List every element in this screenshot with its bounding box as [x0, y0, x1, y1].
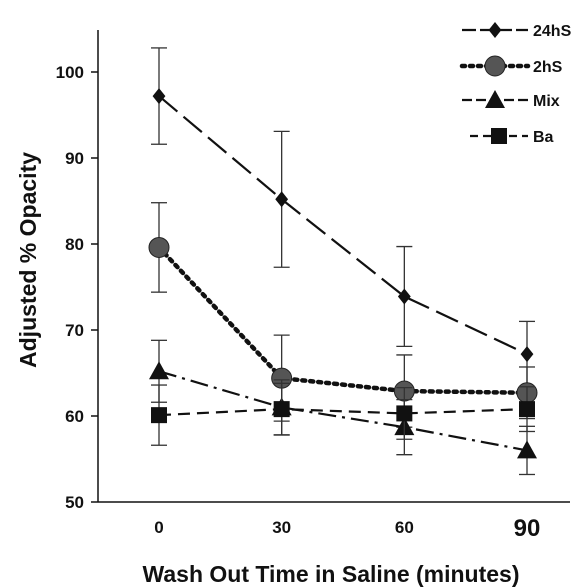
legend: 24hS 2hS Mix Ba — [462, 22, 572, 146]
legend-item-2hs: 2hS — [462, 56, 563, 76]
legend-marker — [489, 22, 502, 38]
legend-marker — [485, 56, 505, 76]
series-2hs — [149, 203, 537, 427]
data-point — [149, 361, 169, 379]
series-line — [159, 409, 527, 415]
x-axis-title: Wash Out Time in Saline (minutes) — [143, 561, 520, 587]
legend-item-mix: Mix — [462, 90, 560, 110]
y-tick-label: 70 — [65, 321, 84, 340]
series-line — [159, 96, 527, 354]
y-axis-title: Adjusted % Opacity — [15, 152, 41, 368]
legend-label: Ba — [533, 129, 554, 146]
x-tick-label: 90 — [514, 515, 541, 542]
series-layer — [149, 48, 537, 475]
data-point — [398, 288, 411, 304]
series-line — [159, 247, 527, 392]
y-tick-label: 80 — [65, 235, 84, 254]
data-point — [274, 401, 290, 417]
x-tick-label: 60 — [395, 518, 414, 537]
y-tick-label: 100 — [56, 63, 84, 82]
legend-item-ba: Ba — [470, 128, 554, 146]
y-axis-ticks: 50 60 70 80 90 100 — [56, 63, 98, 512]
legend-marker — [485, 90, 505, 108]
data-point — [521, 346, 534, 362]
y-tick-label: 60 — [65, 407, 84, 426]
legend-label: 24hS — [533, 23, 572, 40]
series-mix — [149, 340, 537, 474]
legend-label: 2hS — [533, 59, 563, 76]
data-point — [151, 407, 167, 423]
legend-marker — [491, 128, 507, 144]
data-point — [519, 401, 535, 417]
x-axis-ticks: 0 30 60 90 — [154, 515, 540, 542]
series-24hs — [151, 48, 535, 387]
legend-label: Mix — [533, 93, 560, 110]
legend-item-24hs: 24hS — [462, 22, 572, 40]
x-tick-label: 0 — [154, 518, 163, 537]
data-point — [149, 237, 169, 257]
data-point — [275, 191, 288, 207]
data-point — [153, 88, 166, 104]
x-tick-label: 30 — [272, 518, 291, 537]
y-tick-label: 50 — [65, 493, 84, 512]
y-tick-label: 90 — [65, 149, 84, 168]
data-point — [396, 405, 412, 421]
